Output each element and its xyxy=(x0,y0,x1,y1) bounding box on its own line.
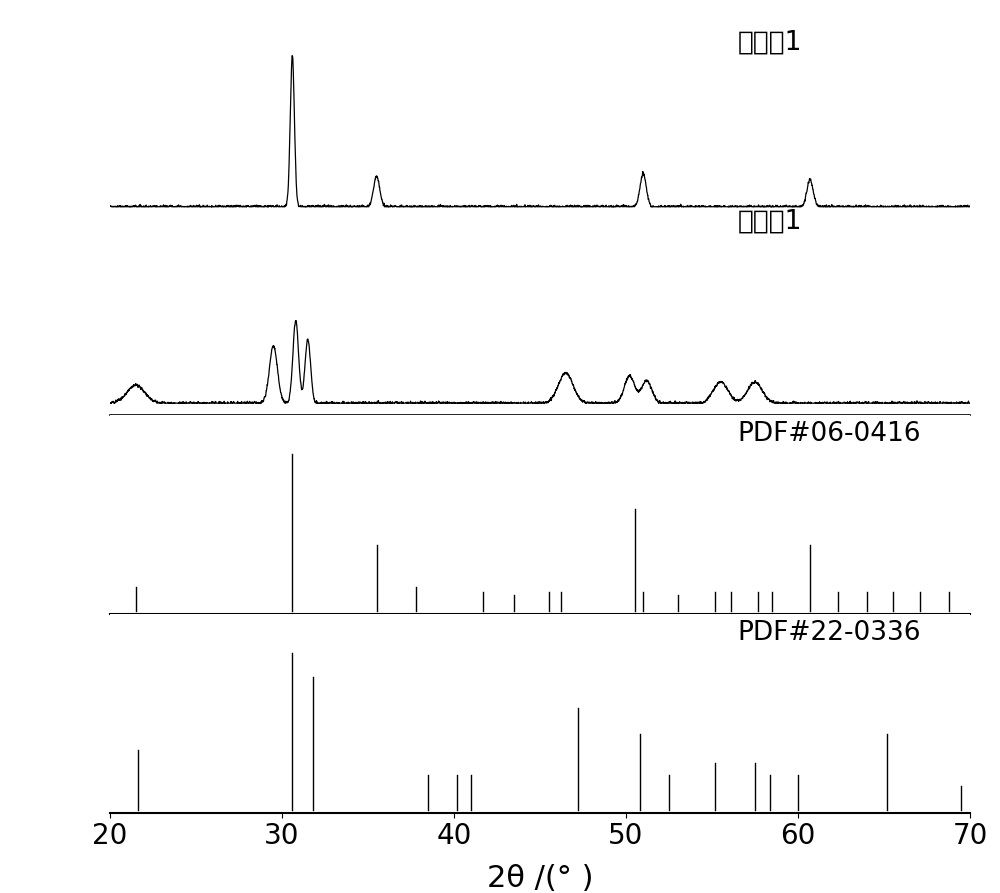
Text: 对比例1: 对比例1 xyxy=(738,209,802,235)
X-axis label: 2θ /(° ): 2θ /(° ) xyxy=(487,864,593,893)
Text: PDF#06-0416: PDF#06-0416 xyxy=(738,421,921,447)
Text: 实施例1: 实施例1 xyxy=(738,29,802,55)
Text: PDF#22-0336: PDF#22-0336 xyxy=(738,620,921,646)
